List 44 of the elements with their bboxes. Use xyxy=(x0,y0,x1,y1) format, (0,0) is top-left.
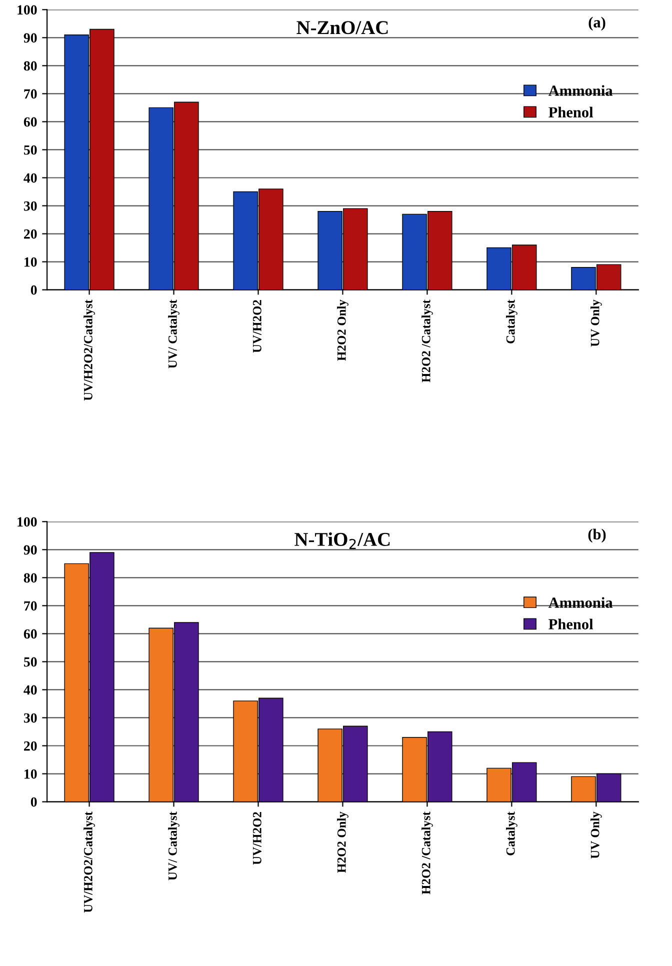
y-tick-label: 10 xyxy=(24,769,37,779)
legend-label: Ammonia xyxy=(548,85,613,96)
y-tick-label: 80 xyxy=(24,61,37,71)
x-tick-label: UV/H2O2 xyxy=(252,812,262,865)
x-tick-label: UV/ Catalyst xyxy=(168,300,180,368)
y-tick-label: 0 xyxy=(30,797,37,807)
y-tick-label: 30 xyxy=(24,713,37,723)
y-tick-label: 10 xyxy=(24,257,37,267)
y-tick-label: 90 xyxy=(24,545,37,555)
y-tick-label: 40 xyxy=(24,685,37,695)
annotation: (a) xyxy=(588,16,606,31)
chart-title: N-TiO$_{2}$/AC xyxy=(294,532,390,549)
y-tick-label: 0 xyxy=(30,285,37,295)
y-tick-label: 70 xyxy=(24,89,37,99)
y-tick-label: 30 xyxy=(24,201,37,211)
x-tick-label: UV/H2O2/Catalyst xyxy=(84,300,95,401)
x-tick-label: UV/H2O2 xyxy=(252,300,262,353)
y-tick-label: 60 xyxy=(24,117,37,127)
y-tick-label: 80 xyxy=(24,573,37,583)
x-tick-label: UV/ Catalyst xyxy=(168,812,180,880)
x-tick-label: UV/H2O2/Catalyst xyxy=(84,812,95,913)
x-tick-label: UV Only xyxy=(590,300,602,347)
annotation: (b) xyxy=(588,528,606,543)
legend-label: Ammonia xyxy=(548,597,613,608)
chart-title: N-ZnO/AC xyxy=(296,21,388,34)
x-tick-label: H2O2 /Catalyst xyxy=(422,300,433,382)
y-tick-label: 50 xyxy=(24,145,37,155)
y-tick-label: 50 xyxy=(24,657,37,667)
y-tick-label: 20 xyxy=(24,229,37,239)
y-tick-label: 60 xyxy=(24,629,37,639)
x-tick-label: H2O2 /Catalyst xyxy=(422,812,433,894)
x-tick-label: H2O2 Only xyxy=(337,300,348,361)
legend-label: Phenol xyxy=(548,618,594,630)
x-tick-label: Catalyst xyxy=(506,812,518,856)
y-tick-label: 40 xyxy=(24,173,37,183)
x-tick-label: H2O2 Only xyxy=(337,812,348,873)
y-tick-label: 20 xyxy=(24,741,37,751)
y-tick-label: 100 xyxy=(18,517,37,527)
y-tick-label: 100 xyxy=(18,5,37,15)
x-tick-label: UV Only xyxy=(590,812,602,859)
y-tick-label: 90 xyxy=(24,33,37,43)
legend-label: Phenol xyxy=(548,106,594,118)
x-tick-label: Catalyst xyxy=(506,300,518,344)
y-tick-label: 70 xyxy=(24,601,37,611)
